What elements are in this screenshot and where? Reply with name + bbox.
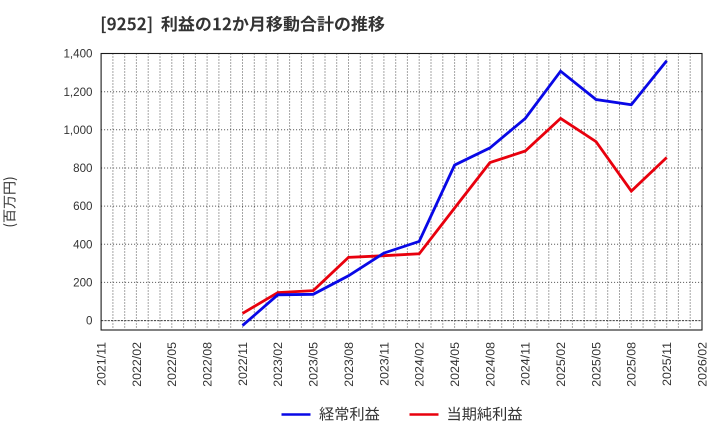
svg-text:2022/08: 2022/08: [201, 342, 215, 387]
svg-text:1,000: 1,000: [63, 124, 92, 137]
svg-text:2023/08: 2023/08: [342, 342, 356, 387]
svg-text:0: 0: [86, 315, 92, 328]
svg-text:600: 600: [73, 200, 92, 213]
svg-text:2024/08: 2024/08: [483, 342, 497, 387]
svg-text:2025/11: 2025/11: [660, 342, 674, 386]
svg-text:2023/05: 2023/05: [307, 342, 321, 387]
svg-text:2025/02: 2025/02: [554, 342, 568, 387]
svg-text:400: 400: [73, 238, 92, 251]
svg-text:2023/11: 2023/11: [377, 342, 391, 386]
svg-text:2024/11: 2024/11: [519, 342, 533, 386]
svg-text:200: 200: [73, 277, 92, 290]
svg-text:1,400: 1,400: [63, 48, 92, 61]
svg-text:2025/08: 2025/08: [625, 342, 639, 387]
svg-text:2022/05: 2022/05: [165, 342, 179, 387]
svg-text:2025/05: 2025/05: [589, 342, 603, 387]
svg-text:2026/02: 2026/02: [695, 342, 709, 387]
svg-text:800: 800: [73, 162, 92, 175]
svg-text:2022/02: 2022/02: [130, 342, 144, 387]
svg-text:2024/05: 2024/05: [448, 342, 462, 387]
svg-text:2021/11: 2021/11: [95, 342, 109, 386]
svg-text:2022/11: 2022/11: [236, 342, 250, 386]
svg-text:2023/02: 2023/02: [271, 342, 285, 387]
svg-text:1,200: 1,200: [63, 86, 92, 99]
svg-text:2024/02: 2024/02: [413, 342, 427, 387]
